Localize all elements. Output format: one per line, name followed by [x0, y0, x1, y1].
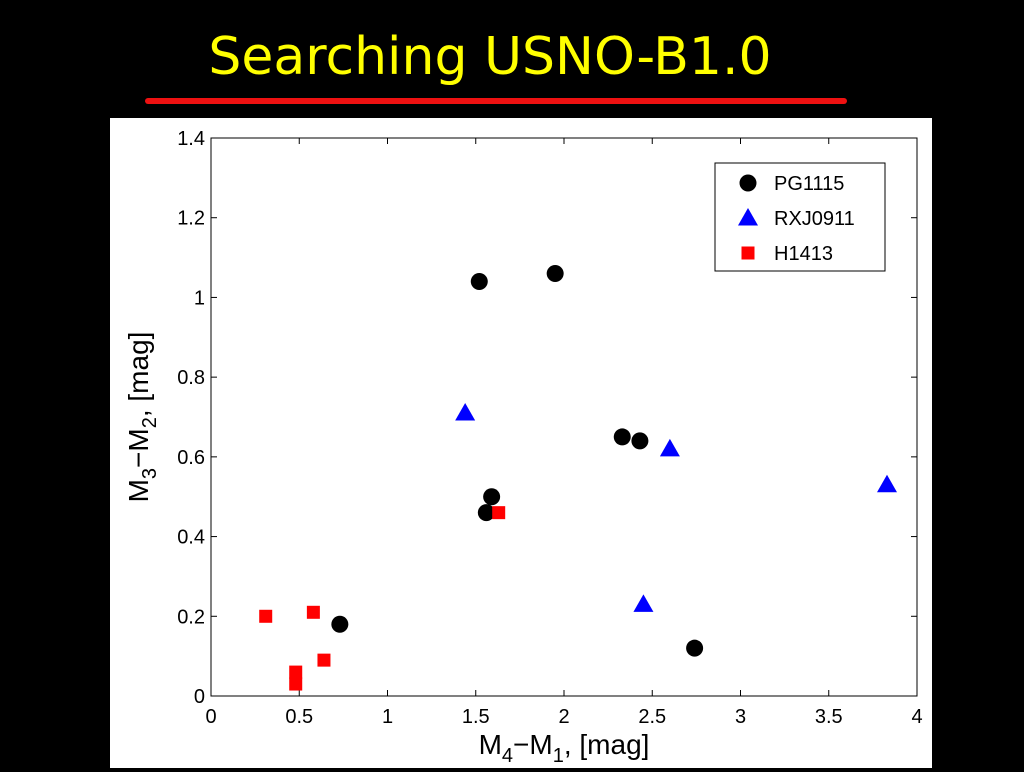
data-point-pg1115	[483, 488, 501, 506]
x-tick-label: 3	[735, 706, 746, 728]
y-tick-label: 1.4	[177, 128, 205, 150]
x-axis-label: M4−M1, [mag]	[479, 729, 650, 767]
x-tick-label: 0	[205, 706, 216, 728]
y-tick-label: 0	[194, 686, 205, 708]
x-tick-label: 2	[558, 706, 569, 728]
x-tick-label: 3.5	[815, 706, 843, 728]
data-point-h1413	[289, 665, 303, 679]
data-point-rxj0911	[455, 403, 476, 421]
data-point-pg1115	[631, 432, 649, 450]
y-tick-label: 0.2	[177, 606, 205, 628]
x-tick-label: 1.5	[462, 706, 490, 728]
legend-label-h1413: H1413	[774, 243, 833, 265]
data-point-h1413	[317, 653, 331, 667]
legend-marker-pg1115	[739, 174, 757, 192]
legend-label-pg1115: PG1115	[774, 173, 844, 195]
data-point-rxj0911	[659, 438, 680, 457]
data-point-h1413	[492, 506, 506, 520]
x-tick-label: 4	[911, 706, 922, 728]
y-tick-label: 1.2	[177, 208, 205, 230]
data-point-pg1115	[331, 615, 349, 633]
y-tick-label: 0.6	[177, 447, 205, 469]
data-point-pg1115	[477, 504, 495, 522]
y-tick-label: 0.4	[177, 527, 205, 549]
data-point-rxj0911	[876, 474, 897, 493]
x-tick-label: 2.5	[638, 706, 666, 728]
y-tick-label: 1	[194, 287, 205, 309]
scatter-chart: 0 0.5 1 1.5 2 2.5 3 3.5 4 0 0.2 0.4 0.6 0.8 1 1.2 1.4 M4−…	[123, 128, 923, 767]
data-point-rxj0911	[633, 594, 654, 612]
legend-label-rxj0911: RXJ0911	[774, 208, 855, 230]
data-point-h1413	[306, 605, 320, 619]
title-underline	[145, 98, 847, 104]
data-point-pg1115	[686, 639, 704, 657]
chart-panel: 0 0.5 1 1.5 2 2.5 3 3.5 4 0 0.2 0.4 0.6 0.8 1 1.2 1.4 M4−…	[110, 118, 932, 768]
x-tick-label: 0.5	[285, 706, 313, 728]
legend-marker-rxj0911	[738, 208, 758, 226]
legend-marker-h1413	[741, 246, 755, 260]
data-point-pg1115	[470, 272, 488, 290]
data-point-pg1115	[546, 265, 564, 283]
data-point-h1413	[289, 677, 303, 691]
data-point-h1413	[259, 609, 273, 623]
y-axis-label: M3−M2, [mag]	[123, 332, 161, 503]
x-tick-label: 1	[382, 706, 393, 728]
data-point-pg1115	[613, 428, 631, 446]
y-tick-label: 0.8	[177, 367, 205, 389]
slide-title: Searching USNO-B1.0	[208, 27, 772, 87]
